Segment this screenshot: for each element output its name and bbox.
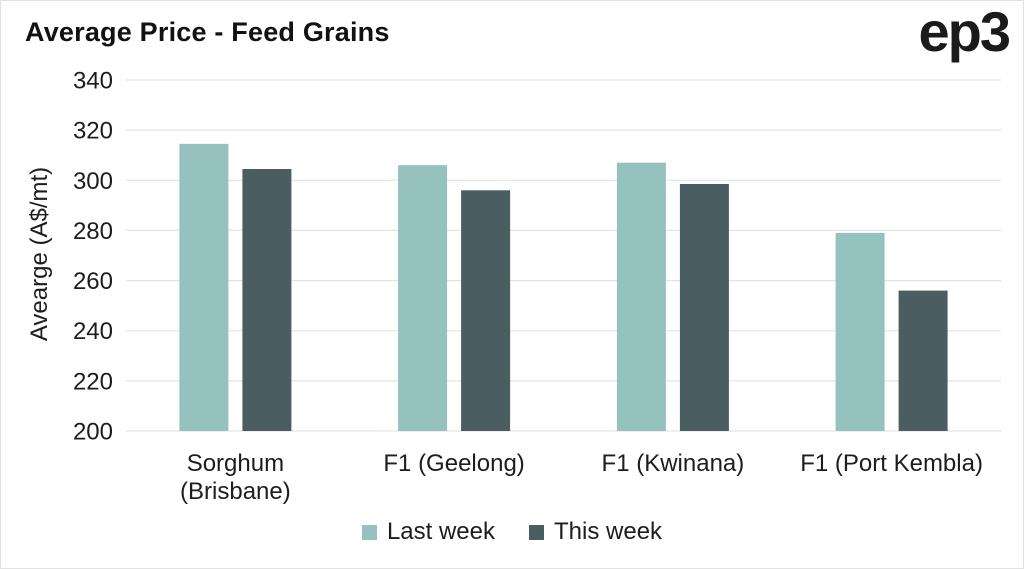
bar-this-week-f1-geelong (461, 190, 511, 431)
chart-legend: Last week This week (1, 518, 1023, 546)
bar-this-week-f1-kwinana (679, 184, 729, 431)
legend-swatch-last-week (361, 524, 377, 540)
y-tick-label-300: 300 (73, 168, 113, 195)
bar-last-week-f1-kwinana (616, 162, 666, 431)
bar-this-week-sorghum-brisbane (242, 169, 292, 431)
bar-last-week-f1-port-kembla (835, 232, 885, 431)
x-category-label-f1-kwinana: F1 (Kwinana) (602, 450, 745, 477)
y-axis-title: Avearge (A$/mt) (26, 167, 53, 341)
bar-this-week-f1-port-kembla (898, 290, 948, 431)
bar-last-week-f1-geelong (398, 165, 448, 431)
legend-swatch-this-week (529, 524, 544, 540)
x-category-label-f1-port-kembla: F1 (Port Kembla) (800, 450, 983, 477)
y-tick-label-340: 340 (73, 68, 113, 95)
legend-label-last-week: Last week (386, 518, 495, 545)
x-category-label-sorghum-brisbane-line1: Sorghum (187, 450, 284, 477)
y-tick-label-320: 320 (73, 118, 113, 145)
x-category-label-f1-geelong: F1 (Geelong) (383, 450, 524, 477)
bar-last-week-sorghum-brisbane (179, 143, 229, 431)
y-tick-label-260: 260 (73, 268, 113, 295)
chart-title: Average Price - Feed Grains (25, 17, 390, 47)
x-category-label-sorghum-brisbane-line2: (Brisbane) (180, 478, 291, 505)
legend-item-last-week: Last week (361, 518, 495, 546)
legend-label-this-week: This week (554, 518, 663, 545)
ep3-logo: ep3 (918, 0, 1011, 63)
legend-item-this-week: This week (529, 518, 662, 546)
y-tick-label-200: 200 (73, 419, 113, 446)
y-tick-label-280: 280 (73, 218, 113, 245)
y-tick-label-220: 220 (73, 368, 113, 395)
y-tick-label-240: 240 (73, 318, 113, 345)
